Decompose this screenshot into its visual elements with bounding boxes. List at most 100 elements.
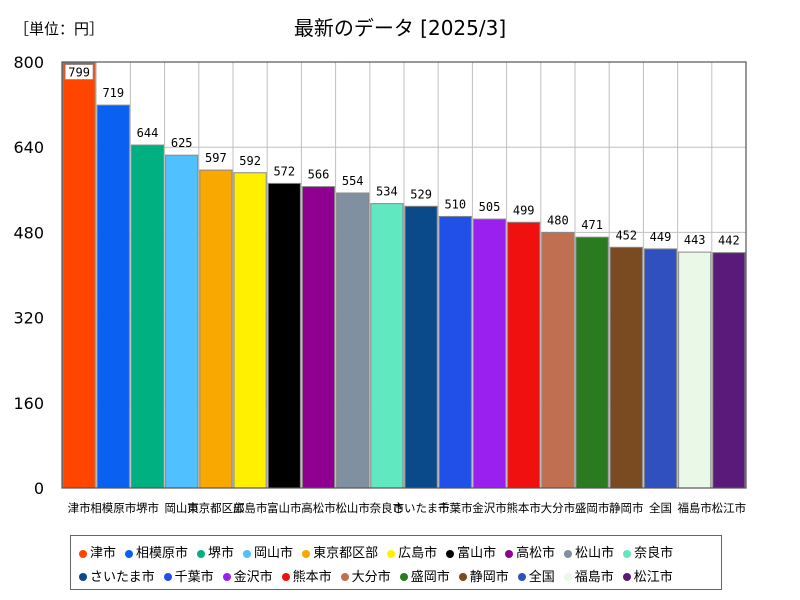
x-tick-label: 広島市 bbox=[233, 501, 268, 515]
data-label: 499 bbox=[513, 203, 535, 217]
bar-高松市 bbox=[301, 186, 336, 489]
legend-marker bbox=[243, 549, 252, 558]
bar-さいたま市 bbox=[404, 205, 438, 489]
legend-label: 堺市 bbox=[208, 546, 235, 562]
bar-静岡市 bbox=[609, 246, 643, 489]
data-label: 534 bbox=[376, 185, 398, 199]
bar-岡山市 bbox=[165, 154, 199, 489]
legend-item: 津市 bbox=[79, 542, 116, 566]
data-label: 554 bbox=[342, 174, 364, 188]
unit-label: ［単位：円］ bbox=[14, 20, 105, 38]
data-label: 510 bbox=[444, 197, 466, 211]
legend-label: 奈良市 bbox=[634, 546, 674, 562]
legend-label: さいたま市 bbox=[90, 569, 155, 585]
legend-item: 盛岡市 bbox=[399, 566, 450, 590]
x-tick-label: 熊本市 bbox=[506, 501, 541, 515]
y-tick-label: 320 bbox=[13, 309, 44, 328]
legend-marker bbox=[197, 549, 206, 558]
data-label: 572 bbox=[273, 164, 295, 178]
data-label: 644 bbox=[137, 126, 159, 140]
bar-津市 bbox=[62, 62, 96, 489]
legend-label: 富山市 bbox=[457, 546, 497, 562]
legend-marker bbox=[222, 573, 231, 582]
legend-item: 熊本市 bbox=[281, 566, 332, 590]
data-label: 597 bbox=[205, 151, 227, 165]
legend-item: 広島市 bbox=[387, 542, 437, 566]
legend-item: 奈良市 bbox=[623, 542, 673, 566]
x-tick-label: 松山市 bbox=[335, 501, 370, 515]
data-label: 625 bbox=[171, 136, 193, 150]
x-tick-label: 相模原市 bbox=[90, 501, 136, 515]
legend-marker bbox=[281, 573, 290, 582]
legend-item: 全国 bbox=[517, 566, 555, 590]
data-label: 566 bbox=[308, 168, 330, 182]
legend-item: 富山市 bbox=[446, 542, 496, 566]
x-tick-label: 千葉市 bbox=[438, 501, 473, 515]
data-label: 505 bbox=[479, 200, 501, 214]
legend-item: さいたま市 bbox=[79, 566, 155, 590]
legend-item: 金沢市 bbox=[222, 566, 273, 590]
legend-item: 千葉市 bbox=[163, 566, 214, 590]
legend-label: 福島市 bbox=[574, 569, 614, 585]
legend-marker bbox=[399, 573, 408, 582]
data-label: 471 bbox=[581, 218, 603, 232]
legend-marker bbox=[622, 573, 631, 582]
legend-label: 松江市 bbox=[633, 569, 673, 585]
data-label: 799 bbox=[68, 66, 90, 80]
x-tick-label: 静岡市 bbox=[609, 501, 644, 515]
bar-千葉市 bbox=[438, 215, 472, 489]
y-tick-label: 800 bbox=[13, 53, 44, 72]
bar-全国 bbox=[643, 248, 678, 489]
bar-松山市 bbox=[336, 192, 370, 489]
y-tick-label: 640 bbox=[13, 138, 44, 157]
data-label: 529 bbox=[410, 187, 432, 201]
legend-item: 相模原市 bbox=[125, 542, 188, 566]
legend-marker bbox=[340, 573, 349, 582]
x-tick-label: 大分市 bbox=[541, 501, 576, 515]
data-label: 592 bbox=[239, 154, 261, 168]
x-tick-label: 岡山市 bbox=[164, 501, 199, 515]
x-tick-label: 全国 bbox=[649, 501, 672, 515]
plot-border bbox=[61, 61, 747, 489]
legend-label: 相模原市 bbox=[136, 546, 189, 562]
legend: 津市 相模原市 堺市 岡山市 東京都区部 広島市 富山市 高松市 松山市 奈良市さいたま市 千葉市 金… bbox=[70, 535, 722, 590]
bar-広島市 bbox=[233, 172, 267, 489]
legend-marker bbox=[125, 549, 134, 558]
legend-marker bbox=[517, 573, 526, 582]
y-tick-label: 160 bbox=[13, 394, 44, 413]
legend-marker bbox=[79, 549, 87, 558]
data-label-box bbox=[64, 64, 94, 80]
data-label: 443 bbox=[684, 233, 706, 247]
x-tick-label: 堺市 bbox=[136, 501, 159, 515]
bar-福島市 bbox=[678, 251, 712, 489]
legend-marker bbox=[446, 549, 455, 558]
x-tick-label: 金沢市 bbox=[472, 501, 507, 515]
legend-label: 大分市 bbox=[351, 569, 391, 585]
chart-title: 最新のデータ [2025/3] bbox=[293, 16, 507, 40]
legend-label: 熊本市 bbox=[292, 569, 332, 585]
x-tick-label: 奈良市 bbox=[370, 501, 405, 515]
data-label: 449 bbox=[650, 230, 672, 244]
legend-marker bbox=[302, 549, 311, 558]
legend-label: 東京都区部 bbox=[313, 546, 379, 562]
legend-label: 松山市 bbox=[575, 546, 615, 562]
legend-item: 松山市 bbox=[564, 542, 614, 566]
legend-label: 広島市 bbox=[398, 546, 438, 562]
legend-item: 岡山市 bbox=[243, 542, 293, 566]
legend-label: 静岡市 bbox=[469, 569, 509, 585]
x-tick-label: 高松市 bbox=[301, 501, 336, 515]
bar-盛岡市 bbox=[575, 236, 609, 489]
legend-label: 岡山市 bbox=[254, 546, 294, 562]
bar-松江市 bbox=[712, 252, 746, 489]
y-tick-label: 480 bbox=[13, 223, 44, 242]
legend-label: 高松市 bbox=[516, 546, 556, 562]
legend-marker bbox=[505, 549, 514, 558]
bar-東京都区部 bbox=[199, 169, 233, 489]
bar-熊本市 bbox=[507, 221, 541, 489]
x-tick-label: 福島市 bbox=[677, 501, 712, 515]
bar-富山市 bbox=[267, 182, 301, 489]
x-tick-label: 富山市 bbox=[267, 501, 302, 515]
legend-item: 静岡市 bbox=[458, 566, 509, 590]
